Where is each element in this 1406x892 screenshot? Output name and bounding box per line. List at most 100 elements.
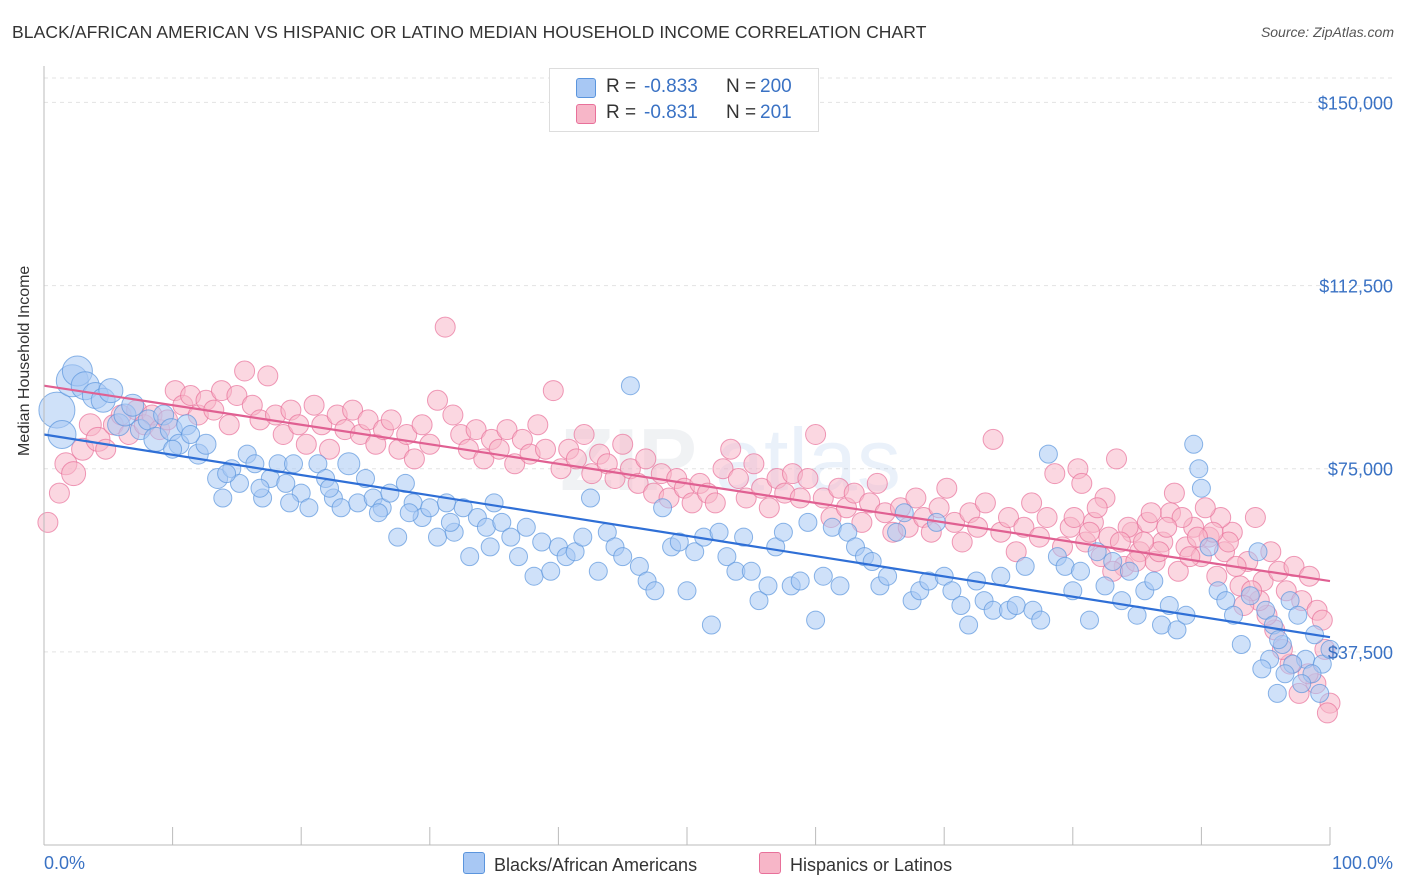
legend-n-label: N = xyxy=(726,102,757,123)
hispanic-point xyxy=(1140,502,1162,524)
black-point xyxy=(1015,556,1035,576)
hispanic-point xyxy=(1005,541,1027,563)
hispanic-point xyxy=(1179,546,1201,568)
hispanic-point xyxy=(1063,507,1085,528)
hispanic-point xyxy=(303,394,325,416)
legend-item-hispanic[interactable]: Hispanics or Latinos xyxy=(759,852,952,876)
black-point xyxy=(195,433,217,455)
correlation-legend: R = -0.833 N = 200 R = -0.831 N = 201 xyxy=(549,68,819,132)
black-point xyxy=(1275,664,1295,684)
black-point xyxy=(284,454,303,474)
y-tick-label: $150,000 xyxy=(1318,93,1393,113)
hispanic-point xyxy=(234,360,256,382)
hispanic-point xyxy=(1244,507,1266,528)
hispanic-point xyxy=(403,448,425,470)
black-point xyxy=(773,522,793,542)
black-point xyxy=(245,454,265,474)
hispanic-point xyxy=(319,438,340,460)
hispanic-point xyxy=(465,419,487,441)
hispanic-point xyxy=(727,468,749,489)
hispanic-point xyxy=(1163,482,1185,504)
hispanic-point xyxy=(612,433,634,455)
black-point xyxy=(613,547,633,567)
chart-title: BLACK/AFRICAN AMERICAN VS HISPANIC OR LA… xyxy=(12,22,927,42)
black-point xyxy=(484,493,504,513)
hispanic-point xyxy=(712,458,734,480)
hispanic-point xyxy=(1217,531,1239,553)
black-point xyxy=(1310,683,1330,703)
black-point xyxy=(894,503,914,523)
hispanic-point xyxy=(61,461,87,487)
hispanic-point xyxy=(743,453,765,475)
black-point xyxy=(1071,561,1090,581)
hispanic-point xyxy=(1106,448,1127,470)
hispanic-point xyxy=(565,448,587,470)
hispanic-point xyxy=(37,511,59,533)
trend-lines xyxy=(43,384,1331,639)
black-point xyxy=(380,483,400,503)
black-point xyxy=(669,532,689,552)
black-point xyxy=(1267,683,1287,703)
black-point xyxy=(620,376,640,396)
black-point xyxy=(460,547,480,567)
black-point xyxy=(1224,605,1243,625)
black-point xyxy=(541,561,561,581)
black-point xyxy=(1320,639,1340,659)
legend-item-black[interactable]: Blacks/African Americans xyxy=(463,852,697,876)
hispanic-point xyxy=(1044,463,1066,485)
hispanic-point xyxy=(573,424,595,445)
black-point xyxy=(830,576,850,596)
black-point xyxy=(337,452,361,476)
hispanic-points xyxy=(37,316,1341,724)
black-point xyxy=(217,464,237,484)
black-point xyxy=(1144,571,1164,591)
hispanic-point xyxy=(542,380,564,402)
black-point xyxy=(1256,600,1276,620)
black-point xyxy=(1006,596,1026,615)
black-point xyxy=(1119,561,1139,581)
hispanic-point xyxy=(627,472,649,494)
black-point xyxy=(1199,537,1219,557)
black-point xyxy=(1184,434,1204,454)
hispanic-point xyxy=(758,497,780,519)
black-point xyxy=(1269,630,1289,650)
hispanic-point xyxy=(411,414,433,436)
black-point xyxy=(480,537,500,557)
black-point xyxy=(741,561,761,581)
black-point xyxy=(1080,610,1099,630)
black-point xyxy=(516,517,536,537)
black-point xyxy=(685,542,705,562)
hispanic-point xyxy=(797,468,819,489)
black-point xyxy=(806,610,826,630)
black-point xyxy=(1216,591,1236,611)
black-point xyxy=(420,498,440,518)
hispanic-point xyxy=(442,404,464,426)
hispanic-point xyxy=(1156,516,1178,538)
hispanic-point xyxy=(859,492,881,514)
black-point xyxy=(758,576,778,596)
black-point xyxy=(838,522,858,542)
black-point xyxy=(276,473,296,493)
hispanic-point xyxy=(974,492,996,514)
black-point xyxy=(320,478,339,498)
black-point xyxy=(1189,459,1209,479)
hispanic-point xyxy=(1133,531,1154,553)
hispanic-point xyxy=(1316,702,1338,724)
legend-swatch-black-bottom xyxy=(463,852,485,874)
hispanic-point xyxy=(1194,497,1216,519)
black-point xyxy=(308,454,328,474)
hispanic-point xyxy=(272,424,294,445)
black-point xyxy=(1112,591,1132,611)
black-point xyxy=(959,615,979,635)
hispanic-point xyxy=(380,409,402,431)
hispanic-point xyxy=(843,482,865,504)
legend-n-value: 201 xyxy=(760,102,792,123)
black-point xyxy=(1167,620,1187,640)
hispanic-point xyxy=(342,399,364,421)
black-point xyxy=(878,566,898,586)
hispanic-point xyxy=(1079,521,1100,543)
hispanic-point xyxy=(1071,472,1093,494)
hispanic-point xyxy=(496,419,518,441)
black-point xyxy=(951,596,971,615)
